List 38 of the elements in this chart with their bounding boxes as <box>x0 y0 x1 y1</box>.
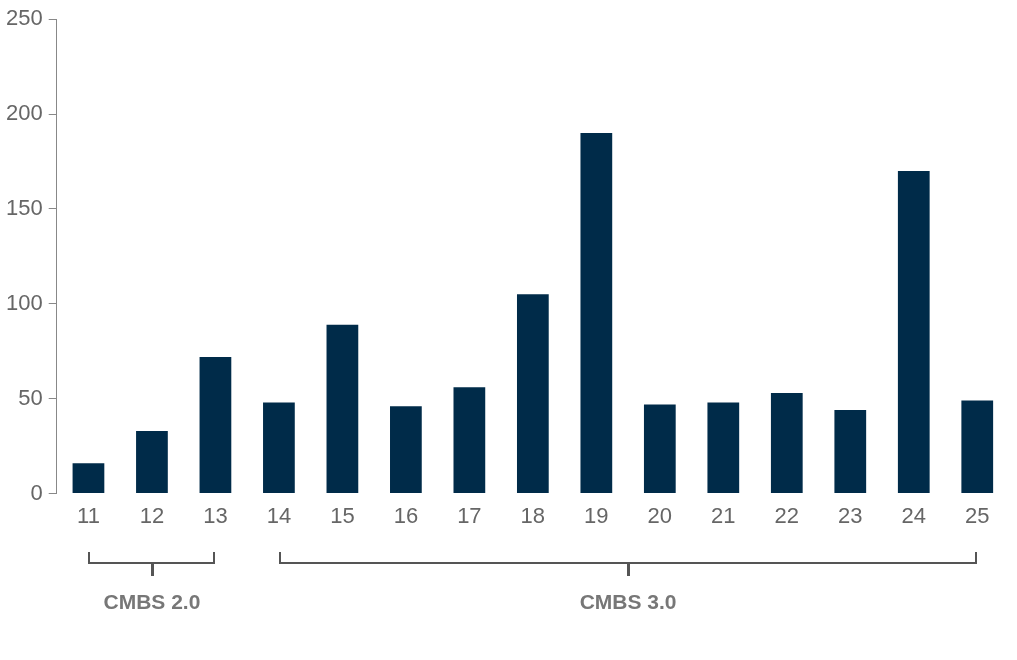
x-tick-label: 15 <box>330 502 355 528</box>
y-tick-label: 100 <box>5 289 43 315</box>
bar <box>326 324 359 494</box>
x-tick-label: 23 <box>838 502 863 528</box>
y-tick-label: 150 <box>5 195 43 221</box>
y-tick-label: 0 <box>30 479 43 505</box>
x-tick-label: 16 <box>393 502 419 528</box>
x-tick-label: 18 <box>520 502 546 528</box>
bar <box>136 430 168 494</box>
x-tick-label: 22 <box>774 502 800 528</box>
x-tick-label: 25 <box>965 502 990 528</box>
bar <box>707 402 740 494</box>
bar <box>390 406 422 494</box>
bar <box>199 356 232 494</box>
bar <box>516 294 549 494</box>
bar <box>263 402 295 494</box>
bar <box>580 133 613 494</box>
x-tick-label: 17 <box>457 502 482 528</box>
x-tick-label: 12 <box>139 502 165 528</box>
bar <box>72 463 105 494</box>
bar <box>897 171 930 494</box>
x-tick-label: 20 <box>647 502 673 528</box>
bar <box>834 410 867 494</box>
x-tick-label: 14 <box>266 502 292 528</box>
x-tick-label: 24 <box>901 502 927 528</box>
bar <box>453 387 486 494</box>
bar <box>961 400 994 494</box>
x-tick-label: 11 <box>77 502 100 528</box>
y-tick-label: 250 <box>5 5 43 31</box>
bar <box>770 393 803 494</box>
x-tick-label: 13 <box>203 502 228 528</box>
text: CMBS 3.0 <box>579 589 677 614</box>
bar <box>643 404 676 494</box>
y-tick-label: 200 <box>5 100 43 126</box>
x-tick-label: 19 <box>584 502 609 528</box>
y-tick-label: 50 <box>18 384 43 410</box>
text: CMBS 2.0 <box>103 589 201 614</box>
x-tick-label: 21 <box>711 502 736 528</box>
